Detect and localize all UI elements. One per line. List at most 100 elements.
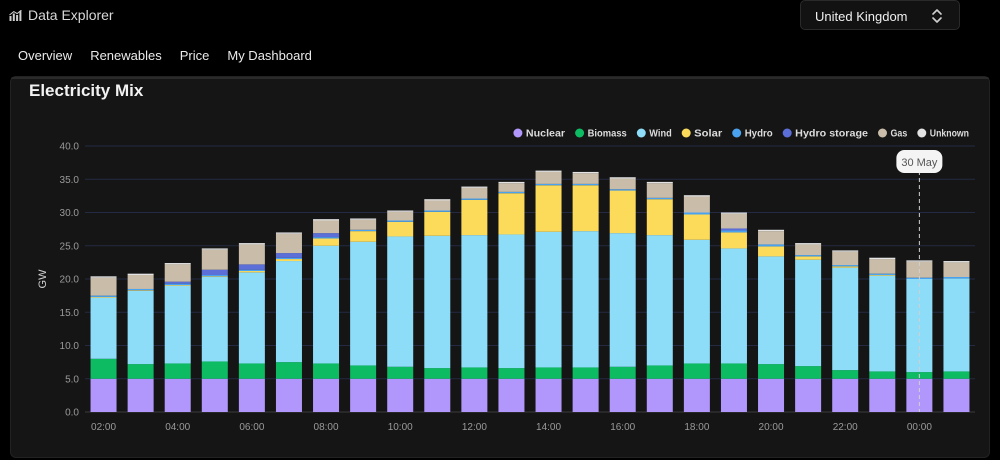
- bar-segment-solar[interactable]: [646, 199, 673, 236]
- tab-price[interactable]: Price: [179, 48, 210, 63]
- bar-segment-hydro-storage[interactable]: [238, 264, 265, 270]
- bar-segment-wind[interactable]: [90, 297, 117, 359]
- bar-segment-nuclear[interactable]: [832, 378, 859, 412]
- bar-segment-wind[interactable]: [795, 259, 822, 367]
- bar-segment-wind[interactable]: [683, 239, 710, 364]
- bar-segment-unknown[interactable]: [572, 171, 599, 174]
- bar-segment-solar[interactable]: [498, 193, 525, 235]
- bar-segment-unknown[interactable]: [498, 181, 525, 184]
- bar-segment-solar[interactable]: [275, 259, 302, 262]
- bar-segment-hydro[interactable]: [498, 191, 525, 194]
- bar-segment-gas[interactable]: [164, 264, 191, 282]
- bar-segment-solar[interactable]: [127, 290, 154, 291]
- bar-segment-gas[interactable]: [795, 244, 822, 256]
- bar-segment-nuclear[interactable]: [90, 378, 117, 412]
- bar-segment-biomass[interactable]: [758, 364, 785, 379]
- bar-segment-nuclear[interactable]: [164, 378, 191, 412]
- bar-segment-biomass[interactable]: [795, 366, 822, 379]
- bar-segment-solar[interactable]: [313, 238, 340, 246]
- bar-segment-nuclear[interactable]: [350, 378, 377, 412]
- bar-segment-biomass[interactable]: [238, 363, 265, 379]
- bar-segment-unknown[interactable]: [795, 243, 822, 245]
- bar-segment-unknown[interactable]: [127, 273, 154, 276]
- bar-segment-unknown[interactable]: [350, 218, 377, 220]
- bar-segment-biomass[interactable]: [535, 367, 562, 379]
- bar-segment-hydro-storage[interactable]: [313, 233, 340, 238]
- bar-segment-solar[interactable]: [201, 276, 228, 278]
- bar-segment-biomass[interactable]: [869, 371, 896, 379]
- bar-segment-gas[interactable]: [535, 171, 562, 184]
- bar-segment-gas[interactable]: [758, 231, 785, 245]
- bar-segment-biomass[interactable]: [683, 363, 710, 379]
- bar-segment-solar[interactable]: [758, 246, 785, 257]
- bar-segment-hydro[interactable]: [275, 257, 302, 260]
- bar-segment-solar[interactable]: [164, 284, 191, 286]
- bar-segment-hydro[interactable]: [164, 283, 191, 285]
- bar-segment-hydro[interactable]: [201, 275, 228, 277]
- bar-segment-wind[interactable]: [646, 235, 673, 366]
- bar-segment-wind[interactable]: [758, 256, 785, 365]
- bar-segment-biomass[interactable]: [943, 371, 970, 379]
- bar-segment-hydro[interactable]: [127, 288, 154, 291]
- bar-segment-hydro[interactable]: [832, 265, 859, 267]
- bar-segment-unknown[interactable]: [683, 195, 710, 197]
- bar-segment-wind[interactable]: [313, 245, 340, 364]
- bar-segment-solar[interactable]: [869, 275, 896, 276]
- bar-segment-nuclear[interactable]: [461, 378, 488, 412]
- bar-segment-nuclear[interactable]: [387, 378, 414, 412]
- bar-segment-gas[interactable]: [238, 244, 265, 265]
- bar-segment-nuclear[interactable]: [646, 378, 673, 412]
- bar-segment-unknown[interactable]: [758, 229, 785, 232]
- bar-segment-unknown[interactable]: [869, 257, 896, 260]
- bar-segment-wind[interactable]: [387, 236, 414, 367]
- bar-segment-gas[interactable]: [832, 251, 859, 266]
- bar-segment-biomass[interactable]: [127, 364, 154, 379]
- bar-segment-wind[interactable]: [164, 285, 191, 364]
- bar-segment-wind[interactable]: [869, 275, 896, 372]
- bar-segment-hydro[interactable]: [387, 220, 414, 222]
- bar-segment-nuclear[interactable]: [498, 378, 525, 412]
- bar-segment-solar[interactable]: [387, 221, 414, 237]
- bar-segment-biomass[interactable]: [424, 368, 451, 379]
- bar-segment-biomass[interactable]: [572, 367, 599, 379]
- bar-segment-wind[interactable]: [609, 233, 636, 367]
- bar-segment-solar[interactable]: [609, 190, 636, 234]
- tab-my-dashboard[interactable]: My Dashboard: [227, 48, 312, 63]
- bar-segment-gas[interactable]: [683, 196, 710, 213]
- bar-segment-biomass[interactable]: [720, 363, 747, 379]
- bar-segment-unknown[interactable]: [90, 276, 117, 278]
- bar-segment-gas[interactable]: [461, 187, 488, 199]
- bar-segment-hydro[interactable]: [758, 244, 785, 247]
- bar-segment-solar[interactable]: [795, 256, 822, 260]
- bar-segment-nuclear[interactable]: [609, 378, 636, 412]
- bar-segment-wind[interactable]: [535, 231, 562, 368]
- bar-segment-gas[interactable]: [424, 200, 451, 211]
- bar-segment-gas[interactable]: [943, 262, 970, 278]
- bar-segment-hydro-storage[interactable]: [275, 253, 302, 258]
- bar-segment-nuclear[interactable]: [238, 378, 265, 412]
- bar-segment-gas[interactable]: [350, 219, 377, 230]
- bar-segment-unknown[interactable]: [313, 219, 340, 221]
- bar-segment-solar[interactable]: [238, 271, 265, 273]
- bar-segment-wind[interactable]: [201, 277, 228, 362]
- bar-segment-unknown[interactable]: [906, 260, 933, 262]
- bar-segment-solar[interactable]: [90, 296, 117, 298]
- bar-segment-biomass[interactable]: [387, 366, 414, 379]
- brand[interactable]: Data Explorer: [9, 7, 114, 23]
- bar-segment-hydro[interactable]: [313, 237, 340, 239]
- bar-segment-nuclear[interactable]: [572, 378, 599, 412]
- bar-segment-gas[interactable]: [720, 213, 747, 229]
- bar-segment-wind[interactable]: [720, 248, 747, 364]
- bar-segment-hydro-storage[interactable]: [201, 269, 228, 276]
- bar-segment-hydro[interactable]: [535, 183, 562, 186]
- bar-segment-gas[interactable]: [572, 173, 599, 184]
- bar-segment-unknown[interactable]: [646, 181, 673, 184]
- bar-segment-wind[interactable]: [127, 290, 154, 365]
- bar-segment-biomass[interactable]: [164, 363, 191, 379]
- bar-segment-hydro[interactable]: [943, 277, 970, 279]
- bar-segment-solar[interactable]: [461, 199, 488, 236]
- bar-segment-unknown[interactable]: [461, 186, 488, 188]
- bar-segment-hydro[interactable]: [424, 210, 451, 212]
- bar-segment-solar[interactable]: [572, 185, 599, 232]
- bar-segment-unknown[interactable]: [164, 263, 191, 265]
